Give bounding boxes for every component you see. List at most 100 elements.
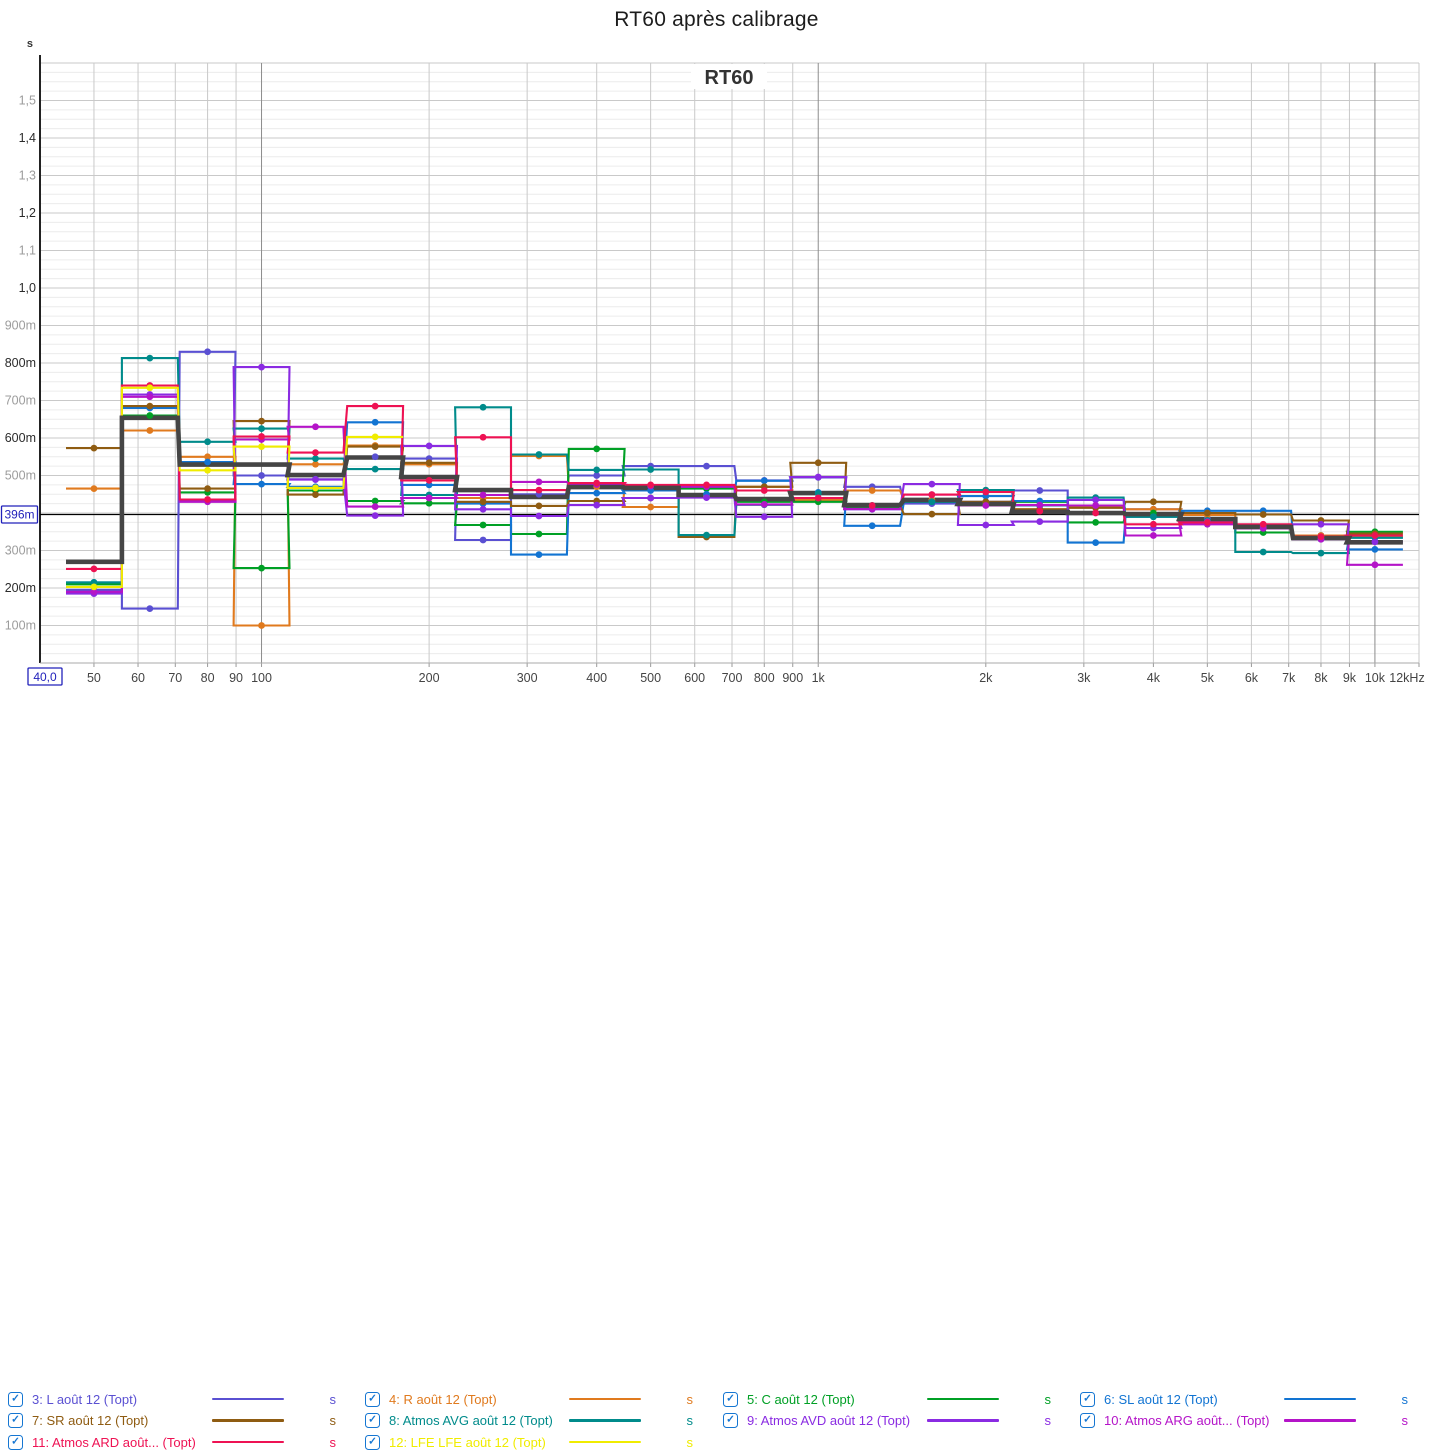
data-point	[982, 488, 990, 496]
y-tick-label: 1,2	[19, 206, 36, 220]
x-tick-label: 10k	[1365, 671, 1386, 685]
data-point	[1036, 507, 1044, 515]
check-icon: ✓	[726, 1392, 735, 1405]
data-point	[90, 583, 98, 591]
legend-item-3[interactable]: ✓ 3: L août 12 (Topt) s	[8, 1390, 338, 1408]
data-point	[928, 491, 936, 499]
legend-line-swatch	[927, 1419, 999, 1422]
data-point	[868, 502, 876, 509]
legend-unit: s	[329, 1391, 337, 1407]
data-point	[258, 433, 265, 440]
data-point	[1371, 532, 1379, 539]
data-point	[1036, 487, 1044, 494]
rt60-chart[interactable]: 1,5 1,4 1,3 1,2 1,1 1,0 900m 800m 700m 600m 500m 30…	[0, 0, 1433, 695]
page-title: RT60 après calibrage	[614, 8, 819, 31]
data-point	[868, 487, 876, 494]
data-point	[258, 417, 265, 425]
data-point	[425, 442, 433, 450]
legend-line-swatch	[927, 1397, 999, 1401]
legend-checkbox-5[interactable]: ✓	[723, 1391, 738, 1407]
chart-canvas[interactable]: 1,5 1,4 1,3 1,2 1,1 1,0 900m 800m 700m 600m 500m 30…	[0, 0, 1433, 695]
legend-item-6[interactable]: ✓ 6: SL août 12 (Topt) s	[1080, 1390, 1410, 1408]
data-point	[535, 502, 543, 510]
y-tick-label: 900m	[5, 319, 36, 333]
data-point	[90, 588, 98, 596]
legend-checkbox-6[interactable]: ✓	[1080, 1391, 1095, 1407]
data-point	[1036, 518, 1044, 526]
legend-line-swatch	[569, 1419, 641, 1422]
data-point	[204, 438, 211, 446]
check-icon: ✓	[1083, 1392, 1092, 1405]
data-point	[982, 502, 990, 509]
legend-label: 10: Atmos ARG août... (Topt)	[1104, 1413, 1270, 1428]
data-point	[258, 363, 265, 371]
legend-checkbox-3[interactable]: ✓	[8, 1391, 23, 1407]
data-point	[479, 498, 487, 506]
x-tick-label: 400	[586, 671, 607, 685]
data-point	[204, 453, 211, 461]
legend-line-swatch	[569, 1397, 641, 1401]
data-point	[814, 459, 822, 467]
legend-item-5[interactable]: ✓ 5: C août 12 (Topt) s	[723, 1390, 1053, 1408]
data-point	[1203, 518, 1211, 526]
data-point	[535, 512, 543, 520]
data-point	[535, 451, 543, 458]
legend-checkbox-12[interactable]: ✓	[365, 1434, 380, 1450]
data-point	[371, 465, 379, 473]
data-point	[703, 481, 710, 489]
legend-checkbox-11[interactable]: ✓	[8, 1434, 23, 1450]
data-point	[258, 425, 265, 433]
data-point	[312, 476, 319, 484]
data-point	[647, 494, 655, 502]
data-point	[312, 423, 319, 431]
trace-selected[interactable]	[66, 415, 1403, 565]
legend-item-12[interactable]: ✓ 12: LFE LFE août 12 (Topt) s	[365, 1433, 695, 1451]
legend-item-7[interactable]: ✓ 7: SR août 12 (Topt) s	[8, 1412, 338, 1430]
data-point	[258, 443, 265, 451]
legend-checkbox-9[interactable]: ✓	[723, 1413, 738, 1428]
legend-checkbox-4[interactable]: ✓	[365, 1391, 380, 1407]
legend-label: 9: Atmos AVD août 12 (Topt)	[747, 1413, 911, 1428]
data-point	[146, 427, 154, 434]
y-axis-unit: s	[27, 38, 33, 50]
data-point	[371, 433, 379, 441]
y-tick-label: 300m	[5, 544, 36, 558]
inner-title-bg	[691, 64, 767, 89]
y-tick-label: 1,5	[19, 94, 36, 108]
x-tick-label: 80	[201, 671, 215, 685]
legend-checkbox-10[interactable]: ✓	[1080, 1413, 1095, 1428]
data-point	[312, 484, 319, 492]
trace-3: L août 12 (Topt)[interactable]	[66, 350, 1403, 610]
data-point	[258, 480, 265, 488]
data-point	[1092, 496, 1100, 504]
legend-checkbox-7[interactable]: ✓	[8, 1413, 23, 1428]
y-tick-label: 1,3	[19, 169, 36, 183]
check-icon: ✓	[368, 1435, 377, 1448]
legend-item-11[interactable]: ✓ 11: Atmos ARD août... (Topt) s	[8, 1433, 338, 1451]
x-tick-label: 5k	[1201, 671, 1215, 685]
data-point	[204, 496, 211, 503]
data-point	[146, 393, 154, 401]
data-point	[371, 443, 379, 451]
data-point	[593, 445, 601, 453]
legend-item-9[interactable]: ✓ 9: Atmos AVD août 12 (Topt) s	[723, 1412, 1053, 1430]
data-point	[90, 565, 98, 573]
data-point	[1149, 513, 1157, 521]
legend-item-4[interactable]: ✓ 4: R août 12 (Topt) s	[365, 1390, 695, 1408]
legend-label: 4: R août 12 (Topt)	[389, 1391, 497, 1407]
legend-line-swatch	[212, 1397, 284, 1401]
legend-item-10[interactable]: ✓ 10: Atmos ARG août... (Topt) s	[1080, 1412, 1410, 1430]
data-point	[760, 477, 768, 485]
legend-item-8[interactable]: ✓ 8: Atmos AVG août 12 (Topt) s	[365, 1412, 695, 1430]
data-point	[371, 503, 379, 511]
check-icon: ✓	[368, 1392, 377, 1405]
x-tick-label: 6k	[1245, 671, 1259, 685]
y-tick-label: 600m	[5, 431, 36, 445]
legend-checkbox-8[interactable]: ✓	[365, 1413, 380, 1428]
data-point	[146, 384, 154, 392]
data-point	[1317, 520, 1325, 528]
data-point	[1036, 501, 1044, 509]
check-icon: ✓	[1083, 1413, 1092, 1426]
data-point	[982, 521, 990, 529]
data-point	[593, 472, 601, 479]
